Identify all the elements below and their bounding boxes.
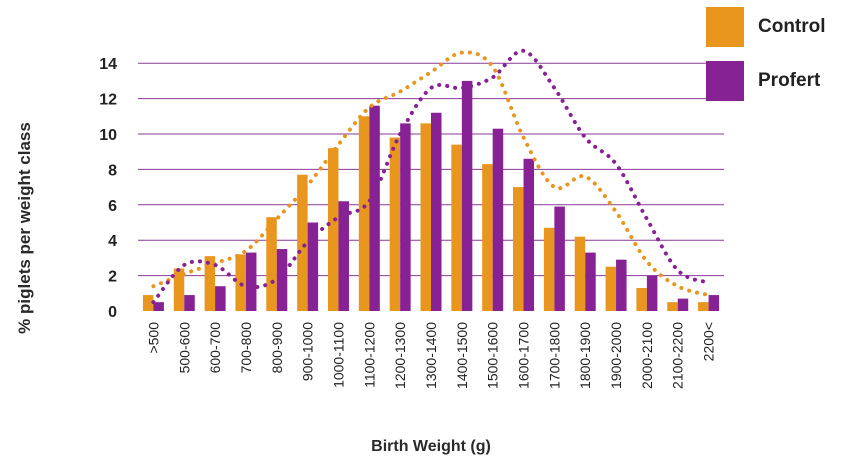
x-tick-label: 800-900 [269, 322, 285, 374]
x-tick-label: 1800-1900 [577, 322, 593, 389]
y-axis-label-box: % piglets per weight class [10, 35, 40, 420]
bar-control [605, 266, 617, 311]
bar-profert [369, 105, 380, 312]
x-tick-label: 2100-2200 [670, 322, 686, 389]
bar-control [482, 164, 493, 311]
x-tick-label: 1400-1500 [454, 322, 470, 389]
bar-control [297, 174, 308, 311]
bar-profert [677, 298, 689, 311]
bars [142, 80, 720, 312]
bar-profert [153, 302, 164, 311]
x-tick-label: 1700-1800 [546, 322, 562, 389]
bar-profert [554, 206, 565, 311]
bar-control [636, 287, 647, 311]
x-tick-label: 1200-1300 [392, 322, 408, 389]
trend-line-profert [151, 48, 711, 305]
legend-label-control: Control [758, 16, 826, 37]
bar-profert [616, 259, 627, 311]
x-tick-label: 600-700 [207, 322, 223, 374]
y-tick-label: 2 [108, 269, 117, 286]
y-tick-label: 12 [99, 92, 117, 109]
y-tick-label: 0 [108, 304, 117, 321]
x-axis-label: Birth Weight (g) [371, 438, 491, 455]
y-tick-label: 8 [108, 162, 117, 179]
bar-profert [646, 275, 658, 311]
bar-profert [708, 295, 720, 311]
bar-control [358, 116, 370, 311]
y-tick-label: 14 [99, 56, 117, 73]
x-tick-label: 1100-1200 [361, 322, 377, 388]
legend-swatch-control [706, 7, 744, 47]
legend-swatch-profert [706, 61, 744, 101]
x-tick-label: >500 [145, 322, 161, 354]
bar-profert [400, 123, 411, 311]
x-tick-label: 1600-1700 [516, 322, 532, 389]
legend-item-control: Control [706, 7, 826, 47]
bar-profert [461, 80, 473, 312]
bar-profert [338, 201, 349, 311]
bar-control [142, 295, 154, 311]
bar-profert [245, 252, 257, 311]
bar-control [513, 187, 524, 311]
bar-profert [307, 222, 319, 311]
bar-profert [585, 252, 596, 311]
bar-profert [184, 295, 195, 311]
x-tick-label: 1900-2000 [608, 322, 624, 389]
trend-lines [151, 48, 711, 305]
x-tick-label: 700-800 [238, 322, 254, 374]
x-tick-label: 900-1000 [300, 322, 316, 381]
x-tick-labels: >500 500-600 600-700 700-800 800-900 900-1000… [145, 322, 716, 389]
bar-control [389, 137, 401, 311]
bar-control [173, 268, 185, 311]
bar-control [204, 256, 216, 311]
x-tick-label: 1500-1600 [485, 322, 501, 389]
bar-control [266, 217, 277, 311]
bar-profert [276, 249, 288, 311]
y-axis-label: % piglets per weight class [15, 121, 34, 334]
bar-control [667, 302, 678, 311]
bar-control [574, 236, 586, 311]
y-tick-label: 10 [99, 127, 117, 144]
y-tick-label: 4 [108, 233, 117, 250]
bar-profert [431, 112, 442, 311]
x-tick-label: 500-600 [176, 322, 192, 374]
x-tick-label: 2200< [701, 322, 717, 361]
x-tick-label: 1000-1100 [330, 322, 346, 388]
y-tick-label: 6 [108, 198, 117, 215]
bar-control [420, 123, 431, 311]
legend-item-profert: Profert [706, 61, 820, 101]
bar-profert [492, 128, 504, 311]
bar-profert [215, 286, 226, 311]
legend-label-profert: Profert [758, 70, 821, 91]
bar-control [543, 227, 555, 311]
x-tick-label: 2000-2100 [639, 322, 655, 389]
bar-control [698, 302, 709, 311]
y-tick-labels: 0 2 4 6 8 10 12 14 [99, 56, 117, 321]
x-tick-label: 1300-1400 [423, 322, 439, 389]
bar-control [327, 148, 339, 311]
bar-control [451, 144, 462, 311]
bar-profert [523, 158, 535, 311]
